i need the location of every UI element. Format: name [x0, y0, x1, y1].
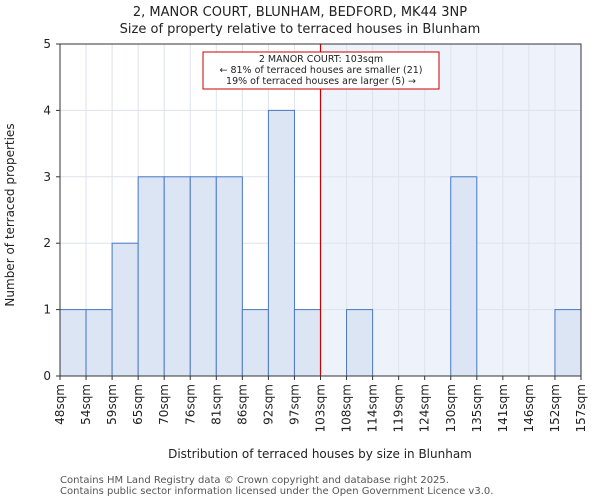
x-tick-label: 130sqm [444, 384, 458, 432]
y-tick-label: 0 [43, 369, 51, 383]
x-tick-label: 81sqm [209, 384, 223, 425]
bar-108sqm [346, 309, 374, 377]
bar-81sqm [215, 176, 243, 377]
footer-line-1: Contains HM Land Registry data © Crown c… [60, 475, 449, 486]
y-axis-ticks: 0 1 2 3 4 5 [43, 37, 60, 383]
x-tick-label: 65sqm [131, 384, 145, 425]
x-tick-label: 86sqm [235, 384, 249, 425]
y-tick-label: 4 [43, 103, 51, 117]
bar-59sqm [111, 242, 139, 377]
footer-line-2: Contains public sector information licen… [60, 486, 493, 497]
chart-subtitle: Size of property relative to terraced ho… [120, 22, 481, 37]
bar-65sqm [137, 176, 165, 377]
annotation-box [202, 51, 440, 90]
y-axis-label: Number of terraced properties [3, 123, 17, 306]
x-tick-label: 97sqm [287, 384, 301, 425]
x-tick-label: 146sqm [522, 384, 536, 432]
bar-130sqm [450, 176, 478, 377]
bar-152sqm [554, 309, 582, 377]
bar-76sqm [189, 176, 217, 377]
bar-70sqm [163, 176, 191, 377]
x-tick-label: 92sqm [261, 384, 275, 425]
y-tick-label: 1 [43, 303, 51, 317]
x-tick-label: 48sqm [53, 384, 67, 425]
x-axis-label: Distribution of terraced houses by size … [168, 447, 472, 461]
x-tick-label: 70sqm [157, 384, 171, 425]
x-tick-label: 76sqm [183, 384, 197, 425]
y-tick-label: 5 [43, 37, 51, 51]
x-tick-label: 103sqm [314, 384, 328, 432]
x-tick-label: 152sqm [548, 384, 562, 432]
x-tick-label: 114sqm [366, 384, 380, 432]
bar-97sqm [293, 309, 322, 377]
bar-48sqm [59, 309, 87, 377]
annotation-line-1: 2 MANOR COURT: 103sqm [259, 54, 383, 65]
x-tick-label: 124sqm [418, 384, 432, 432]
x-tick-label: 54sqm [79, 384, 93, 425]
y-tick-label: 2 [43, 236, 51, 250]
annotation-line-2: ← 81% of terraced houses are smaller (21… [219, 65, 422, 76]
annotation-line-3: 19% of terraced houses are larger (5) → [226, 76, 416, 87]
bar-92sqm [267, 109, 295, 377]
chart-title: 2, MANOR COURT, BLUNHAM, BEDFORD, MK44 3… [133, 5, 467, 20]
bar-86sqm [241, 309, 269, 377]
x-tick-label: 157sqm [574, 384, 588, 432]
x-tick-label: 141sqm [496, 384, 510, 432]
y-tick-label: 3 [43, 170, 51, 184]
x-tick-label: 119sqm [392, 384, 406, 432]
bar-54sqm [85, 309, 113, 377]
x-tick-label: 59sqm [105, 384, 119, 425]
x-axis-ticks: 48sqm 54sqm 59sqm 65sqm 70sqm 76sqm 81sqm 86sqm… [53, 376, 588, 432]
x-tick-label: 135sqm [470, 384, 484, 432]
x-tick-label: 108sqm [340, 384, 354, 432]
